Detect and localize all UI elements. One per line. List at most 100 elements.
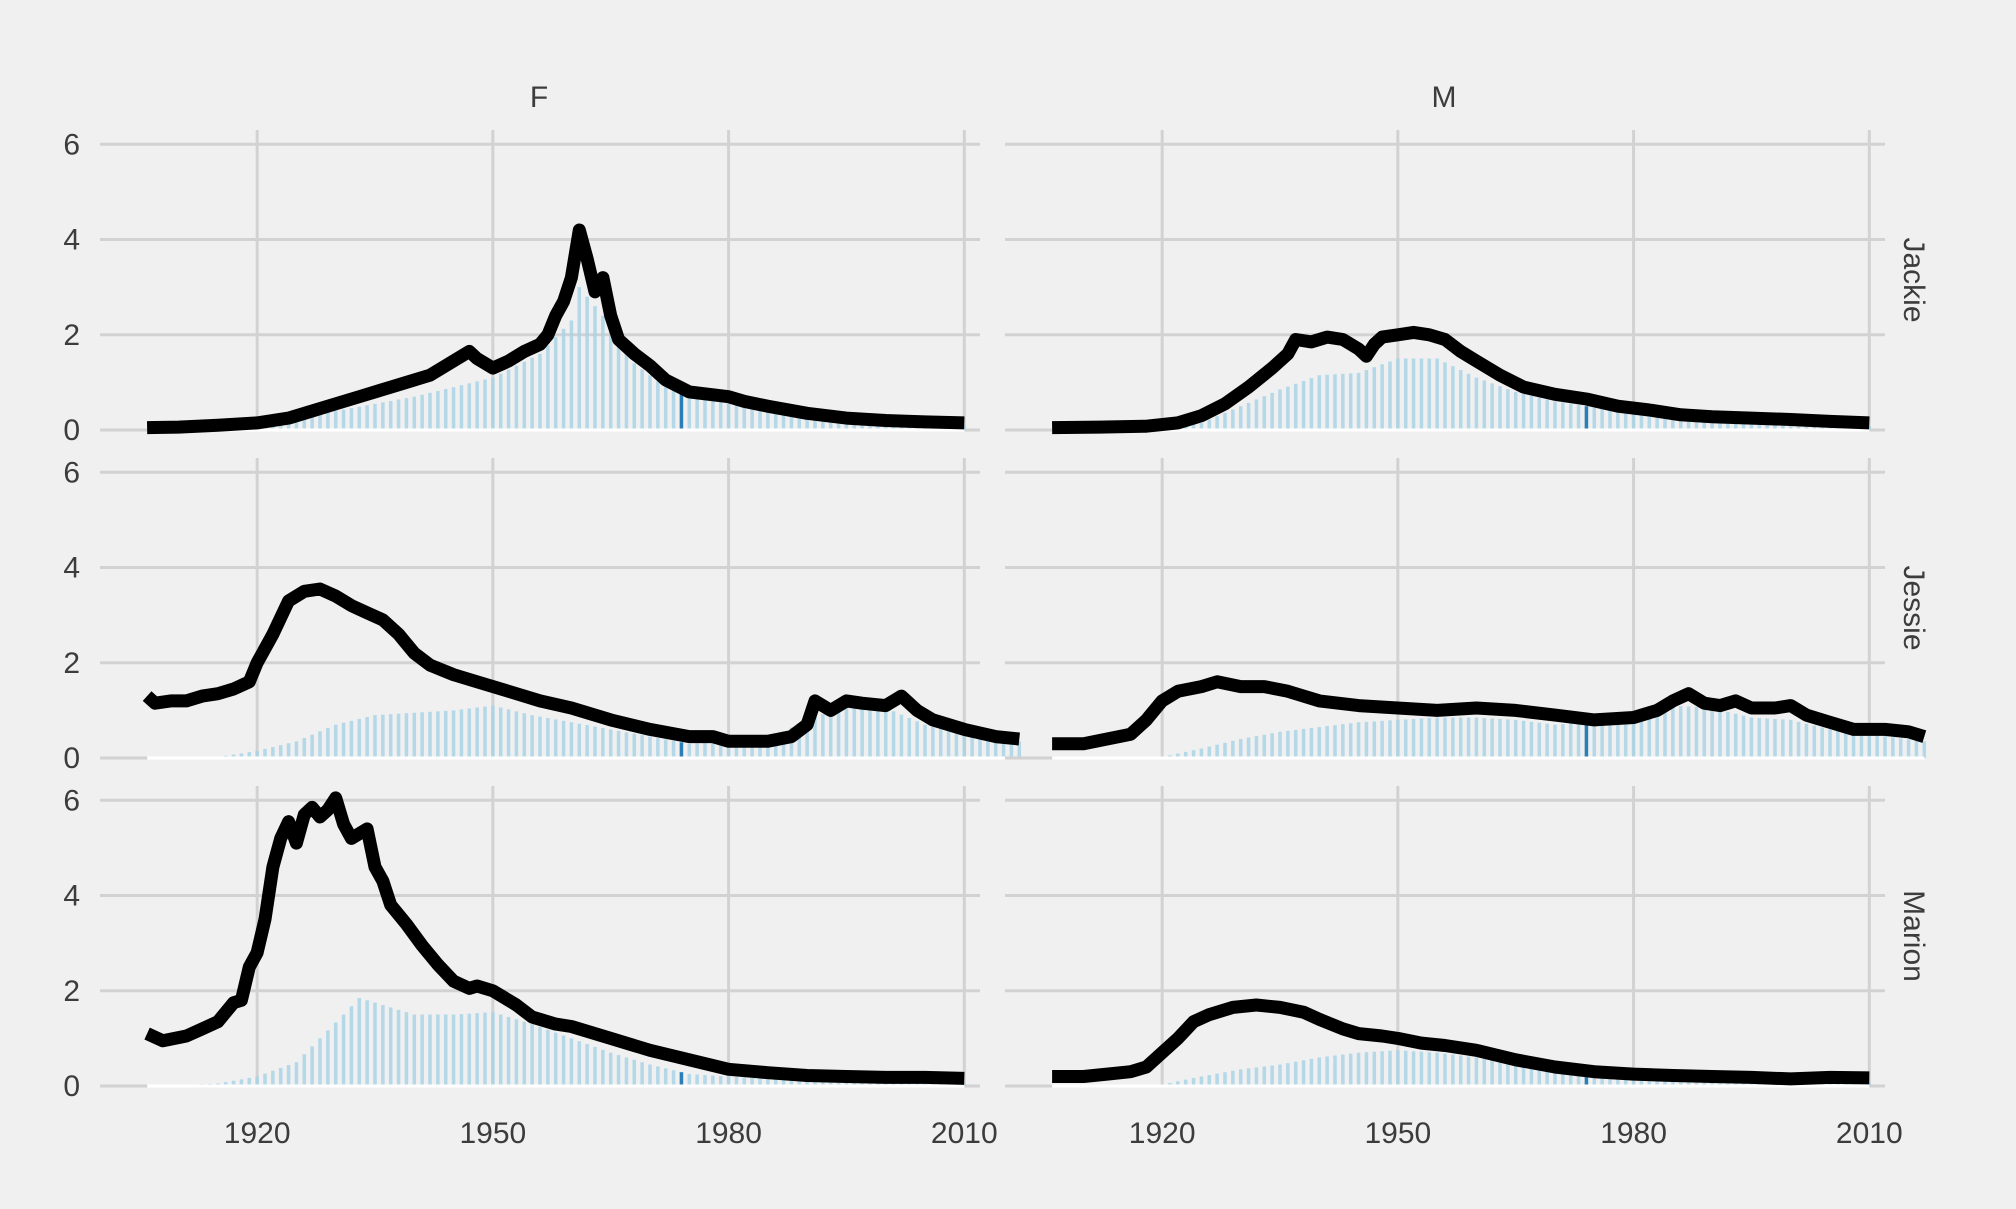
bar bbox=[1506, 719, 1510, 758]
bar bbox=[1568, 1071, 1573, 1086]
bar bbox=[1309, 728, 1314, 758]
bar bbox=[1671, 705, 1675, 758]
bar bbox=[1380, 720, 1384, 758]
bar bbox=[632, 1059, 637, 1086]
bar bbox=[326, 728, 330, 758]
bar bbox=[1403, 358, 1408, 430]
bar bbox=[1419, 1051, 1424, 1086]
bar bbox=[1513, 719, 1518, 758]
bar bbox=[1639, 717, 1644, 758]
x-tick-label: 2010 bbox=[1836, 1117, 1903, 1150]
bar bbox=[1215, 416, 1219, 430]
bar bbox=[506, 709, 511, 758]
bar bbox=[310, 734, 314, 758]
bar bbox=[1364, 721, 1369, 758]
bar bbox=[1490, 1060, 1494, 1086]
bar bbox=[349, 1006, 354, 1086]
bar bbox=[333, 410, 338, 430]
bar bbox=[1262, 396, 1267, 430]
bar bbox=[1317, 727, 1322, 758]
bar bbox=[1191, 750, 1196, 758]
x-tick-label: 1920 bbox=[224, 1117, 291, 1150]
bar bbox=[1718, 709, 1722, 758]
bar bbox=[530, 715, 534, 758]
bar bbox=[255, 1076, 259, 1086]
bar bbox=[648, 375, 652, 430]
bar bbox=[1718, 420, 1722, 430]
bar bbox=[1207, 419, 1212, 430]
bar bbox=[1804, 424, 1809, 430]
bar bbox=[695, 743, 699, 758]
bar bbox=[1576, 405, 1581, 430]
series-line bbox=[146, 223, 965, 435]
bar bbox=[1647, 1077, 1652, 1086]
bar bbox=[1419, 358, 1424, 430]
bar bbox=[679, 1072, 684, 1086]
bar bbox=[1537, 1067, 1542, 1086]
bar bbox=[711, 397, 715, 430]
bar bbox=[514, 1019, 519, 1086]
bar bbox=[1757, 422, 1762, 430]
bar bbox=[294, 418, 299, 430]
bar bbox=[601, 1049, 605, 1086]
bar bbox=[1262, 734, 1267, 758]
bar bbox=[1545, 723, 1549, 758]
bar bbox=[522, 361, 527, 430]
bar bbox=[1631, 413, 1636, 430]
bar bbox=[1529, 1066, 1534, 1086]
bar bbox=[773, 735, 778, 758]
bar bbox=[1348, 1053, 1353, 1086]
bar bbox=[836, 708, 841, 758]
bar bbox=[718, 1076, 723, 1086]
bar bbox=[538, 353, 542, 430]
facet-panel bbox=[1005, 786, 1885, 1088]
bar bbox=[365, 1000, 369, 1086]
bar bbox=[326, 1030, 330, 1086]
bar bbox=[1254, 736, 1259, 758]
bar bbox=[1616, 1075, 1620, 1086]
bar bbox=[436, 711, 440, 758]
bar bbox=[1380, 364, 1384, 430]
bar bbox=[931, 726, 935, 758]
bar bbox=[821, 1081, 825, 1086]
bar bbox=[608, 729, 613, 758]
y-tick-label: 0 bbox=[63, 1070, 80, 1103]
bar bbox=[1710, 708, 1714, 758]
bar bbox=[326, 412, 330, 430]
bar bbox=[491, 705, 495, 758]
bar bbox=[561, 720, 566, 758]
bar bbox=[1592, 721, 1597, 758]
bar bbox=[522, 1021, 527, 1086]
bar bbox=[1757, 718, 1762, 758]
bar bbox=[718, 741, 723, 758]
bar bbox=[923, 724, 927, 758]
y-tick-label: 4 bbox=[63, 880, 80, 913]
bar bbox=[1608, 721, 1612, 758]
bar bbox=[1017, 741, 1022, 758]
facet-panel bbox=[1005, 130, 1885, 435]
bar bbox=[231, 1080, 236, 1086]
bar bbox=[341, 409, 346, 430]
bar bbox=[341, 722, 346, 758]
bar bbox=[1341, 373, 1345, 430]
series-line bbox=[1052, 998, 1870, 1086]
bar bbox=[1396, 358, 1400, 430]
bar bbox=[1576, 722, 1581, 758]
bar bbox=[750, 1077, 754, 1086]
y-tick-label: 0 bbox=[63, 414, 80, 447]
bar bbox=[1828, 1082, 1832, 1086]
bar bbox=[1191, 424, 1196, 430]
bar bbox=[381, 402, 385, 430]
bar bbox=[530, 1024, 534, 1086]
bar bbox=[491, 1012, 495, 1086]
bar bbox=[381, 1005, 385, 1086]
bar bbox=[1183, 751, 1188, 758]
bar bbox=[1529, 395, 1534, 430]
bar bbox=[766, 408, 770, 430]
bar bbox=[1474, 1057, 1479, 1086]
bar bbox=[1270, 1065, 1274, 1086]
bar bbox=[1663, 1078, 1667, 1086]
x-tick-label: 1920 bbox=[1129, 1117, 1196, 1150]
bar bbox=[978, 736, 982, 758]
bar bbox=[1223, 412, 1227, 430]
